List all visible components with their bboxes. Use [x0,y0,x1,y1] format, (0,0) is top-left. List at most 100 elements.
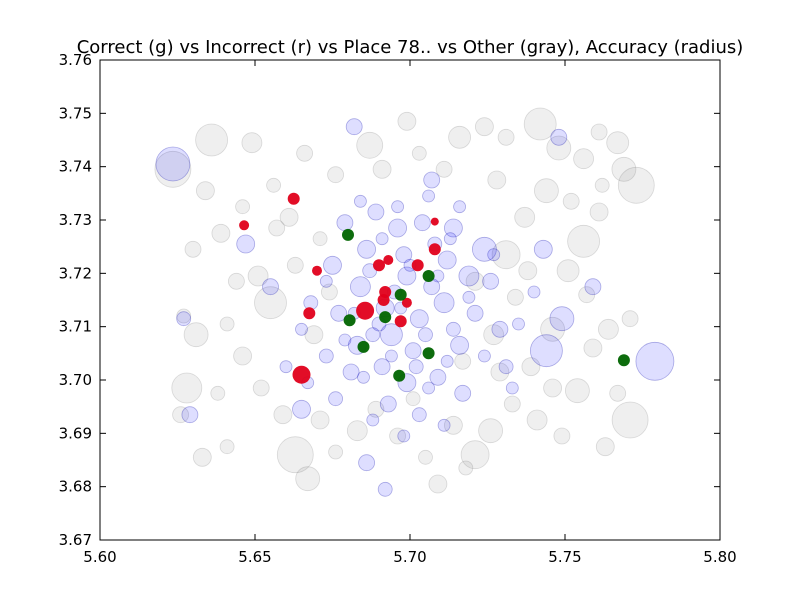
other-point [183,322,209,348]
place-point [482,272,500,290]
other-point [219,316,235,332]
place-point [450,335,470,355]
other-point [227,272,245,290]
other-point [411,145,427,161]
place-point [379,395,397,413]
other-point [443,415,463,435]
place-point [491,320,509,338]
place-point [318,348,334,364]
place-point [498,359,514,375]
place-point [292,399,311,419]
place-point [458,265,480,287]
other-point [247,265,269,287]
place-point [505,381,519,395]
place-point [530,334,563,368]
other-point [474,117,494,137]
other-point [252,379,270,397]
place-point [422,189,436,203]
other-point [254,286,287,320]
place-point [336,214,354,232]
other-point [296,144,314,162]
other-point [389,427,407,445]
incorrect-point [292,365,311,384]
other-point [503,395,521,413]
y-tick-label: 3.74 [59,158,92,176]
y-tick-label: 3.73 [59,211,92,229]
place-point [338,333,352,347]
other-point [573,148,594,170]
incorrect-point [411,259,424,272]
other-point [397,111,417,131]
incorrect-point [430,217,439,226]
other-point [372,159,392,179]
place-point [342,363,360,381]
other-point [590,123,608,141]
place-point [358,454,376,472]
other-point [565,378,590,404]
other-point [487,170,507,190]
place-point [357,239,377,259]
incorrect-point [312,265,322,276]
place-point [471,236,497,262]
other-point [546,135,572,161]
place-point [527,285,541,299]
place-point [295,322,308,336]
other-point [514,206,536,228]
place-point [279,360,293,374]
place-point [181,406,199,424]
place-point [388,218,408,238]
place-point [635,341,675,381]
incorrect-point [383,255,394,265]
other-point [526,409,548,431]
y-tick-label: 3.76 [59,51,92,69]
other-point [497,128,515,146]
correct-point [422,347,435,360]
other-point [448,125,472,149]
other-point [172,406,190,424]
other-point [184,240,202,258]
place-point [404,342,422,360]
correct-point [342,228,354,241]
other-point [233,346,253,366]
other-point [367,400,385,418]
other-point [346,420,368,442]
place-point [533,239,553,259]
other-point [553,427,571,445]
y-axis: 3.67 3.68 3.69 3.70 3.71 3.72 3.73 3.74 3.75 3.76 [59,51,720,549]
place-point [397,429,411,443]
other-point [611,156,637,182]
other-point [328,444,344,460]
other-point [211,223,231,243]
y-tick-label: 3.71 [59,318,92,336]
other-point [310,410,330,430]
incorrect-point [303,307,316,320]
place-point [445,321,461,337]
place-point [433,292,455,314]
other-point [556,259,580,283]
incorrect-point [287,192,300,205]
other-point [327,166,345,184]
place-point [319,274,333,288]
other-point [521,357,541,377]
other-point [154,150,192,188]
place-point [323,255,342,275]
y-tick-label: 3.75 [59,104,92,122]
other-point [534,178,559,204]
y-tick-label: 3.67 [59,531,92,549]
other-point [176,308,192,324]
place-point [418,327,433,343]
correct-point [422,270,435,282]
place-point [584,278,602,296]
place-point [365,327,381,343]
x-tick-label: 5.70 [393,548,426,566]
other-point [562,192,580,210]
x-axis: 5.60 5.65 5.70 5.75 5.80 [83,60,737,566]
place-points [155,118,675,497]
place-point [353,194,367,208]
place-point [512,317,525,331]
place-point [454,384,472,402]
other-point [578,286,596,304]
other-point [405,391,421,407]
other-point [276,436,314,474]
